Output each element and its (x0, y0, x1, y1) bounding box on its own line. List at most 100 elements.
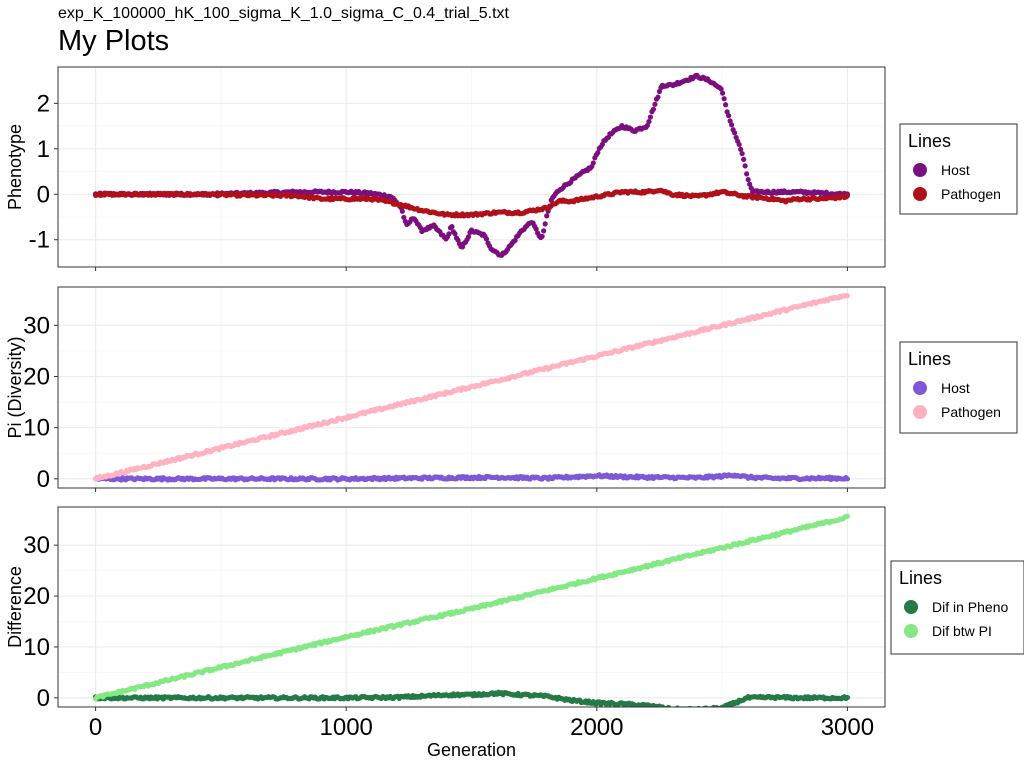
data-point (673, 706, 676, 707)
panel-border (57, 286, 886, 489)
x-tick-label: 3000 (821, 714, 874, 741)
x-tick-label: 0 (89, 714, 102, 741)
data-point (590, 160, 596, 166)
data-point (465, 234, 472, 240)
y-axis-title: Difference (5, 566, 25, 648)
data-point (738, 146, 744, 152)
data-point (699, 708, 704, 713)
legend-title: Lines (899, 568, 942, 588)
series-pathogen (92, 293, 851, 482)
data-point (726, 113, 732, 119)
data-point (844, 293, 851, 299)
data-point (644, 122, 651, 129)
legend-label: Host (941, 380, 970, 396)
data-point (703, 705, 709, 707)
data-point (844, 476, 851, 482)
data-point (693, 708, 698, 713)
data-point (682, 708, 687, 713)
series-host (92, 472, 851, 483)
data-point (676, 708, 681, 713)
data-point (720, 90, 726, 96)
data-point (656, 88, 663, 95)
legend-label: Pathogen (941, 404, 1001, 420)
data-point (693, 706, 695, 707)
data-point (692, 706, 693, 707)
legend-title: Lines (908, 349, 951, 369)
data-point (729, 122, 735, 128)
legend-title: Lines (908, 131, 951, 151)
y-tick-label: 30 (23, 312, 50, 339)
y-tick-label: 1 (37, 136, 50, 163)
data-point (533, 226, 539, 232)
series-dif-in-pheno (92, 689, 851, 713)
data-point (541, 228, 547, 234)
legend-label: Pathogen (941, 186, 1001, 202)
data-point (718, 86, 724, 92)
data-point (844, 513, 851, 519)
legend-key (913, 187, 927, 201)
data-point (744, 171, 750, 177)
data-point (721, 96, 727, 102)
series-pathogen (92, 187, 851, 219)
data-point (723, 102, 729, 108)
y-tick-label: 20 (23, 364, 50, 391)
y-tick-label: -1 (29, 227, 50, 254)
panel-border (57, 506, 886, 708)
chart-panel-3: 0 10 20 30 0 1000 2000 3000 Difference Generation… (5, 506, 1024, 760)
data-point (595, 150, 601, 156)
data-point (714, 704, 720, 707)
data-point (446, 231, 452, 237)
data-point (399, 208, 405, 214)
legend-key (913, 405, 927, 419)
legend-key (913, 163, 927, 177)
data-point (650, 106, 657, 112)
plot-title: My Plots (58, 25, 170, 57)
data-point (741, 156, 747, 163)
data-point (694, 708, 699, 713)
legend-key (913, 381, 927, 395)
y-axis-title: Pi (Diversity) (5, 337, 25, 439)
legend-label: Host (941, 162, 970, 178)
panel-border (57, 66, 886, 268)
data-point (646, 118, 652, 125)
y-tick-label: 0 (37, 466, 50, 493)
data-point (742, 163, 748, 169)
data-point (483, 236, 490, 242)
y-tick-label: 30 (23, 532, 50, 559)
y-tick-label: 10 (23, 415, 50, 442)
data-point (675, 705, 680, 707)
data-point (449, 224, 455, 230)
y-tick-label: 10 (23, 634, 50, 661)
chart-panel-1: -1 0 1 2 Phenotype Lines Host Pathogen (5, 66, 1018, 271)
data-point (670, 707, 675, 712)
x-axis-title: Generation (427, 740, 516, 760)
data-point (844, 193, 851, 199)
y-tick-label: 20 (23, 583, 50, 610)
y-tick-label: 0 (37, 685, 50, 712)
plot-subtitle: exp_K_100000_hK_100_sigma_K_1.0_sigma_C_… (58, 5, 509, 22)
data-point (452, 231, 458, 237)
data-point (736, 141, 742, 148)
legend-key (904, 624, 918, 638)
data-point (696, 705, 701, 707)
data-point (544, 213, 550, 219)
data-point (652, 101, 658, 107)
data-point (844, 694, 851, 701)
data-point (708, 706, 710, 707)
legend: Lines Dif in Pheno Dif btw PI (890, 560, 1024, 655)
data-point (699, 706, 701, 707)
data-point (401, 214, 407, 221)
legend-label: Dif btw PI (932, 623, 992, 639)
data-point (647, 114, 654, 120)
data-point (745, 176, 751, 183)
data-point (739, 150, 745, 157)
legend-key (904, 600, 918, 614)
x-tick-label: 1000 (320, 714, 373, 741)
legend: Lines Host Pathogen (899, 123, 1018, 215)
y-axis-title: Phenotype (5, 124, 25, 210)
data-point (539, 233, 545, 240)
legend-label: Dif in Pheno (932, 599, 1008, 615)
data-point (542, 221, 548, 227)
